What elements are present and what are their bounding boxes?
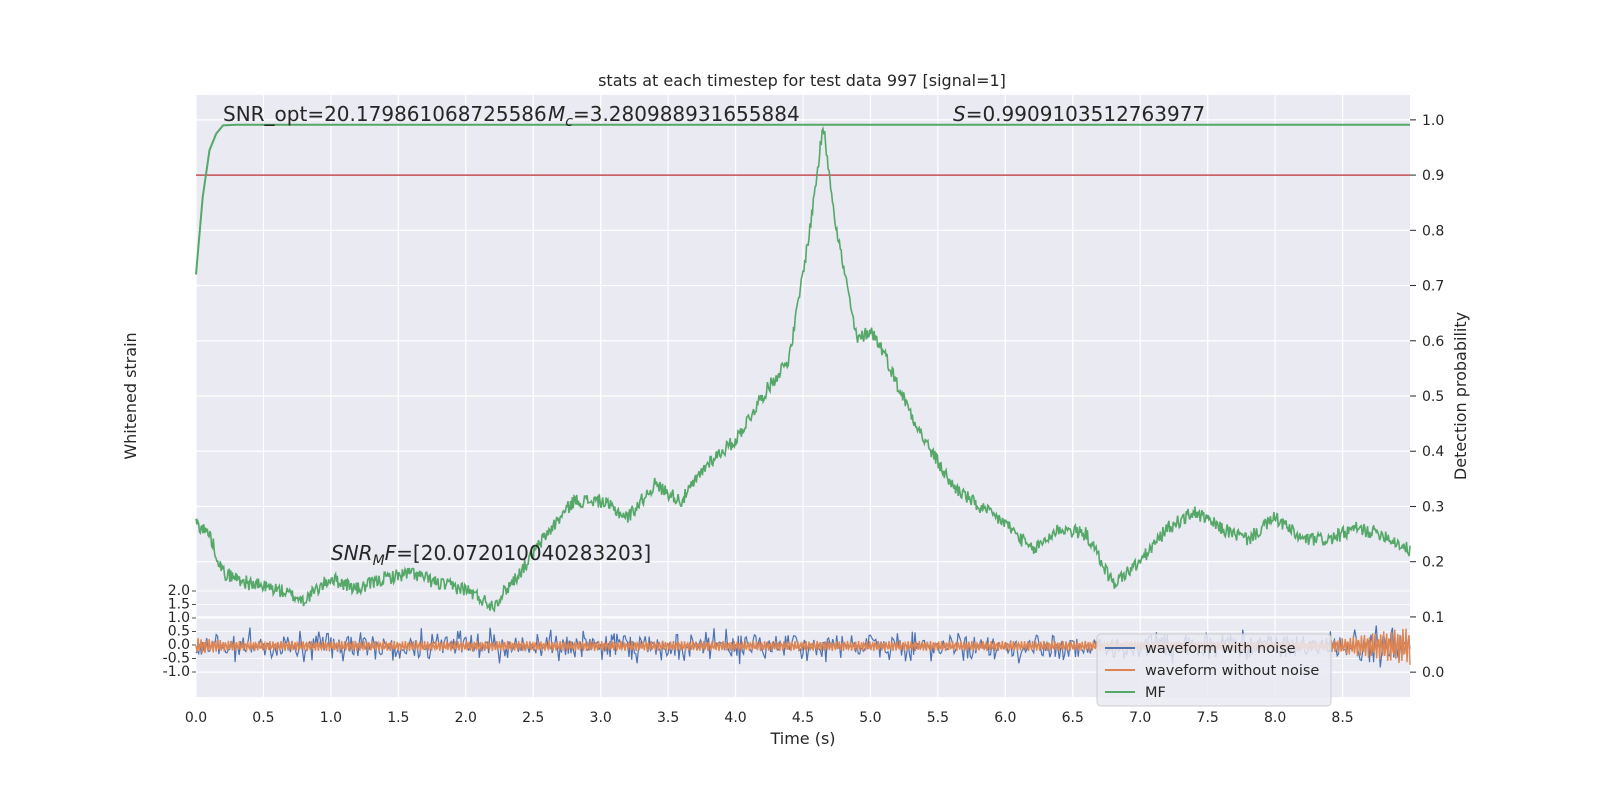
y-tick-label-0.9: 0.9 [1422, 168, 1444, 184]
y-tick-label-0.8: 0.8 [1422, 223, 1444, 239]
mc-value: =3.280988931655884 [573, 102, 800, 126]
x-tick-label-2.0: 2.0 [455, 710, 477, 726]
snr-opt-annotation: SNR_opt=20.179861068725586 [223, 102, 547, 126]
y-tick-label-0.0: 0.0 [1422, 665, 1444, 681]
inset-y-tick-label--0.5: -0.5 [163, 651, 190, 667]
x-tick-label-5.5: 5.5 [927, 710, 949, 726]
x-tick-label-4.0: 4.0 [724, 710, 746, 726]
y-tick-label-0.7: 0.7 [1422, 279, 1444, 295]
x-tick-label-8.5: 8.5 [1331, 710, 1353, 726]
x-tick-label-1.0: 1.0 [320, 710, 342, 726]
x-tick-label-5.0: 5.0 [859, 710, 881, 726]
x-tick-label-2.5: 2.5 [522, 710, 544, 726]
detection-probability-line [195, 125, 1411, 613]
y-tick-label-0.4: 0.4 [1422, 444, 1444, 460]
mc-subscript: c [565, 114, 573, 130]
inset-y-tick-label-1.5: 1.5 [168, 597, 190, 613]
x-tick-label-7.0: 7.0 [1129, 710, 1151, 726]
mc-annotation: Mc=3.280988931655884 [548, 102, 800, 130]
x-tick-label-6.5: 6.5 [1062, 710, 1084, 726]
snr-mf-rest: F [385, 541, 397, 565]
s-symbol: S [953, 102, 966, 126]
x-tick-label-0.0: 0.0 [185, 710, 207, 726]
chart-title: stats at each timestep for test data 997… [598, 71, 1006, 90]
snr-mf-symbol: SNR [331, 541, 373, 565]
inset-y-tick-label-0.0: 0.0 [168, 637, 190, 653]
x-tick-label-6.0: 6.0 [994, 710, 1016, 726]
y-axis-label-left: Whitened strain [121, 332, 140, 459]
y-tick-label-0.3: 0.3 [1422, 499, 1444, 515]
legend-label-waveform-with-noise: waveform with noise [1145, 641, 1296, 657]
x-tick-label-8.0: 8.0 [1264, 710, 1286, 726]
inset-y-tick-label-2.0: 2.0 [168, 583, 190, 599]
mf-line [195, 123, 1410, 275]
legend: waveform with noise waveform without noi… [1096, 633, 1332, 707]
x-tick-label-3.0: 3.0 [590, 710, 612, 726]
x-tick-label-0.5: 0.5 [252, 710, 274, 726]
snr-mf-annotation: SNRMF=[20.072010040283203] [331, 541, 651, 569]
y-tick-label-0.2: 0.2 [1422, 555, 1444, 571]
y-tick-label-0.1: 0.1 [1422, 610, 1444, 626]
series-lines [195, 123, 1411, 613]
y-tick-label-0.5: 0.5 [1422, 389, 1444, 405]
s-value: =0.9909103512763977 [966, 102, 1205, 126]
mc-symbol: M [548, 102, 565, 126]
x-tick-label-1.5: 1.5 [387, 710, 409, 726]
x-tick-label-4.5: 4.5 [792, 710, 814, 726]
inset-y-tick-label-1.0: 1.0 [168, 610, 190, 626]
legend-label-mf: MF [1145, 685, 1166, 701]
y-axis-label-right: Detection probability [1451, 312, 1470, 480]
legend-label-waveform-without-noise: waveform without noise [1145, 663, 1319, 679]
x-axis-label: Time (s) [769, 729, 835, 748]
y-tick-label-0.6: 0.6 [1422, 334, 1444, 350]
snr-mf-subscript: M [373, 553, 385, 569]
inset-y-tick-label-0.5: 0.5 [168, 624, 190, 640]
inset-y-tick-label--1.0: -1.0 [163, 664, 190, 680]
x-tick-label-7.5: 7.5 [1197, 710, 1219, 726]
s-annotation: S=0.9909103512763977 [953, 102, 1205, 126]
x-tick-label-3.5: 3.5 [657, 710, 679, 726]
y-axis-ticks-right: 0.0 0.1 0.2 0.3 0.4 0.5 0.6 0.7 0.8 0.9 1.0 [1410, 113, 1444, 681]
x-axis-ticks: 0.0 0.5 1.0 1.5 2.0 2.5 3.0 3.5 4.0 4.5 5.0 5.5 6.0 6… [185, 710, 1354, 726]
snr-mf-value: =[20.072010040283203] [396, 541, 651, 565]
y-tick-label-1.0: 1.0 [1422, 113, 1444, 129]
legend-box [1096, 633, 1332, 707]
